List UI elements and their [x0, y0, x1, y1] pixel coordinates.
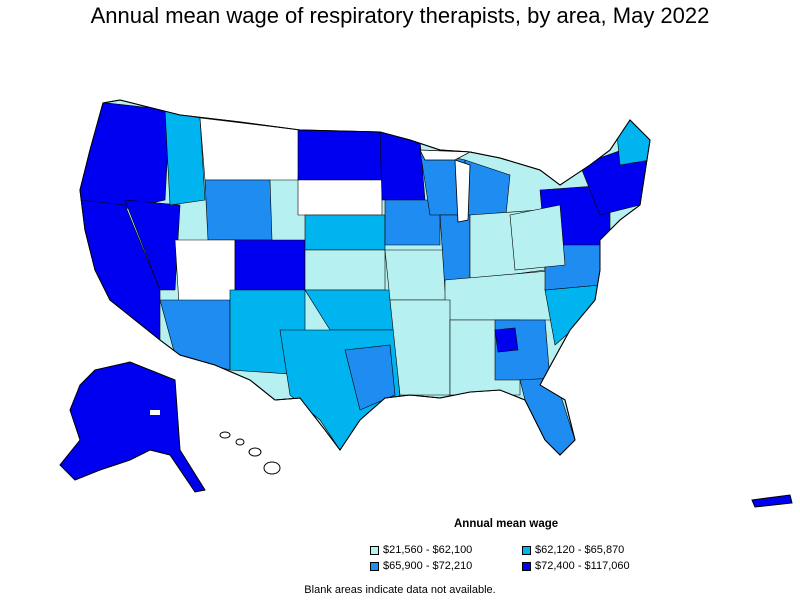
legend: Annual mean wage $21,560 - $62,100 $62,1… [370, 518, 660, 572]
region-south-dakota [297, 179, 383, 216]
region-colorado [234, 239, 306, 291]
region-pacific-northwest [80, 100, 171, 211]
region-iowa [384, 199, 441, 246]
legend-item-tier2: $62,120 - $65,870 [522, 544, 662, 556]
region-north-dakota [297, 129, 383, 181]
legend-swatch [522, 561, 531, 571]
legend-swatch [370, 561, 379, 571]
region-carolinas [544, 284, 601, 346]
region-idaho [164, 109, 206, 206]
footnote: Blank areas indicate data not available. [304, 584, 496, 596]
alaska-inset-white [150, 410, 160, 415]
region-montana [199, 117, 301, 181]
region-missouri [384, 249, 451, 301]
alaska [59, 361, 206, 493]
region-wyoming [204, 179, 273, 241]
hawaii [219, 431, 281, 475]
lake-superior [419, 149, 472, 161]
region-texas-east [344, 344, 396, 411]
contiguous-us [79, 99, 651, 456]
legend-title: Annual mean wage [454, 518, 559, 530]
puerto-rico [751, 494, 793, 508]
legend-label: $62,120 - $65,870 [535, 544, 625, 556]
region-maine [614, 114, 650, 166]
legend-item-tier4: $72,400 - $117,060 [522, 560, 662, 572]
region-nevada [124, 199, 181, 291]
hawaii-island-4 [263, 461, 281, 475]
us-border [79, 99, 651, 456]
region-appalachia [509, 204, 566, 271]
legend-label: $65,900 - $72,210 [383, 560, 473, 572]
region-atlanta [494, 327, 519, 353]
lake-michigan [454, 159, 471, 223]
hawaii-island-1 [219, 431, 231, 439]
alaska-shape [59, 361, 206, 493]
legend-swatch [370, 545, 379, 555]
legend-label: $72,400 - $117,060 [535, 560, 630, 572]
region-kansas [304, 249, 386, 291]
hawaii-island-3 [248, 447, 262, 457]
region-minnesota [379, 131, 426, 201]
legend-item-tier3: $65,900 - $72,210 [370, 560, 522, 572]
region-arkansas-louisiana [389, 299, 451, 396]
legend-swatch [522, 545, 531, 555]
hawaii-island-2 [235, 438, 245, 446]
map-title: Annual mean wage of respiratory therapis… [90, 3, 710, 28]
legend-label: $21,560 - $62,100 [383, 544, 473, 556]
legend-item-tier1: $21,560 - $62,100 [370, 544, 522, 556]
region-nebraska [304, 214, 386, 251]
